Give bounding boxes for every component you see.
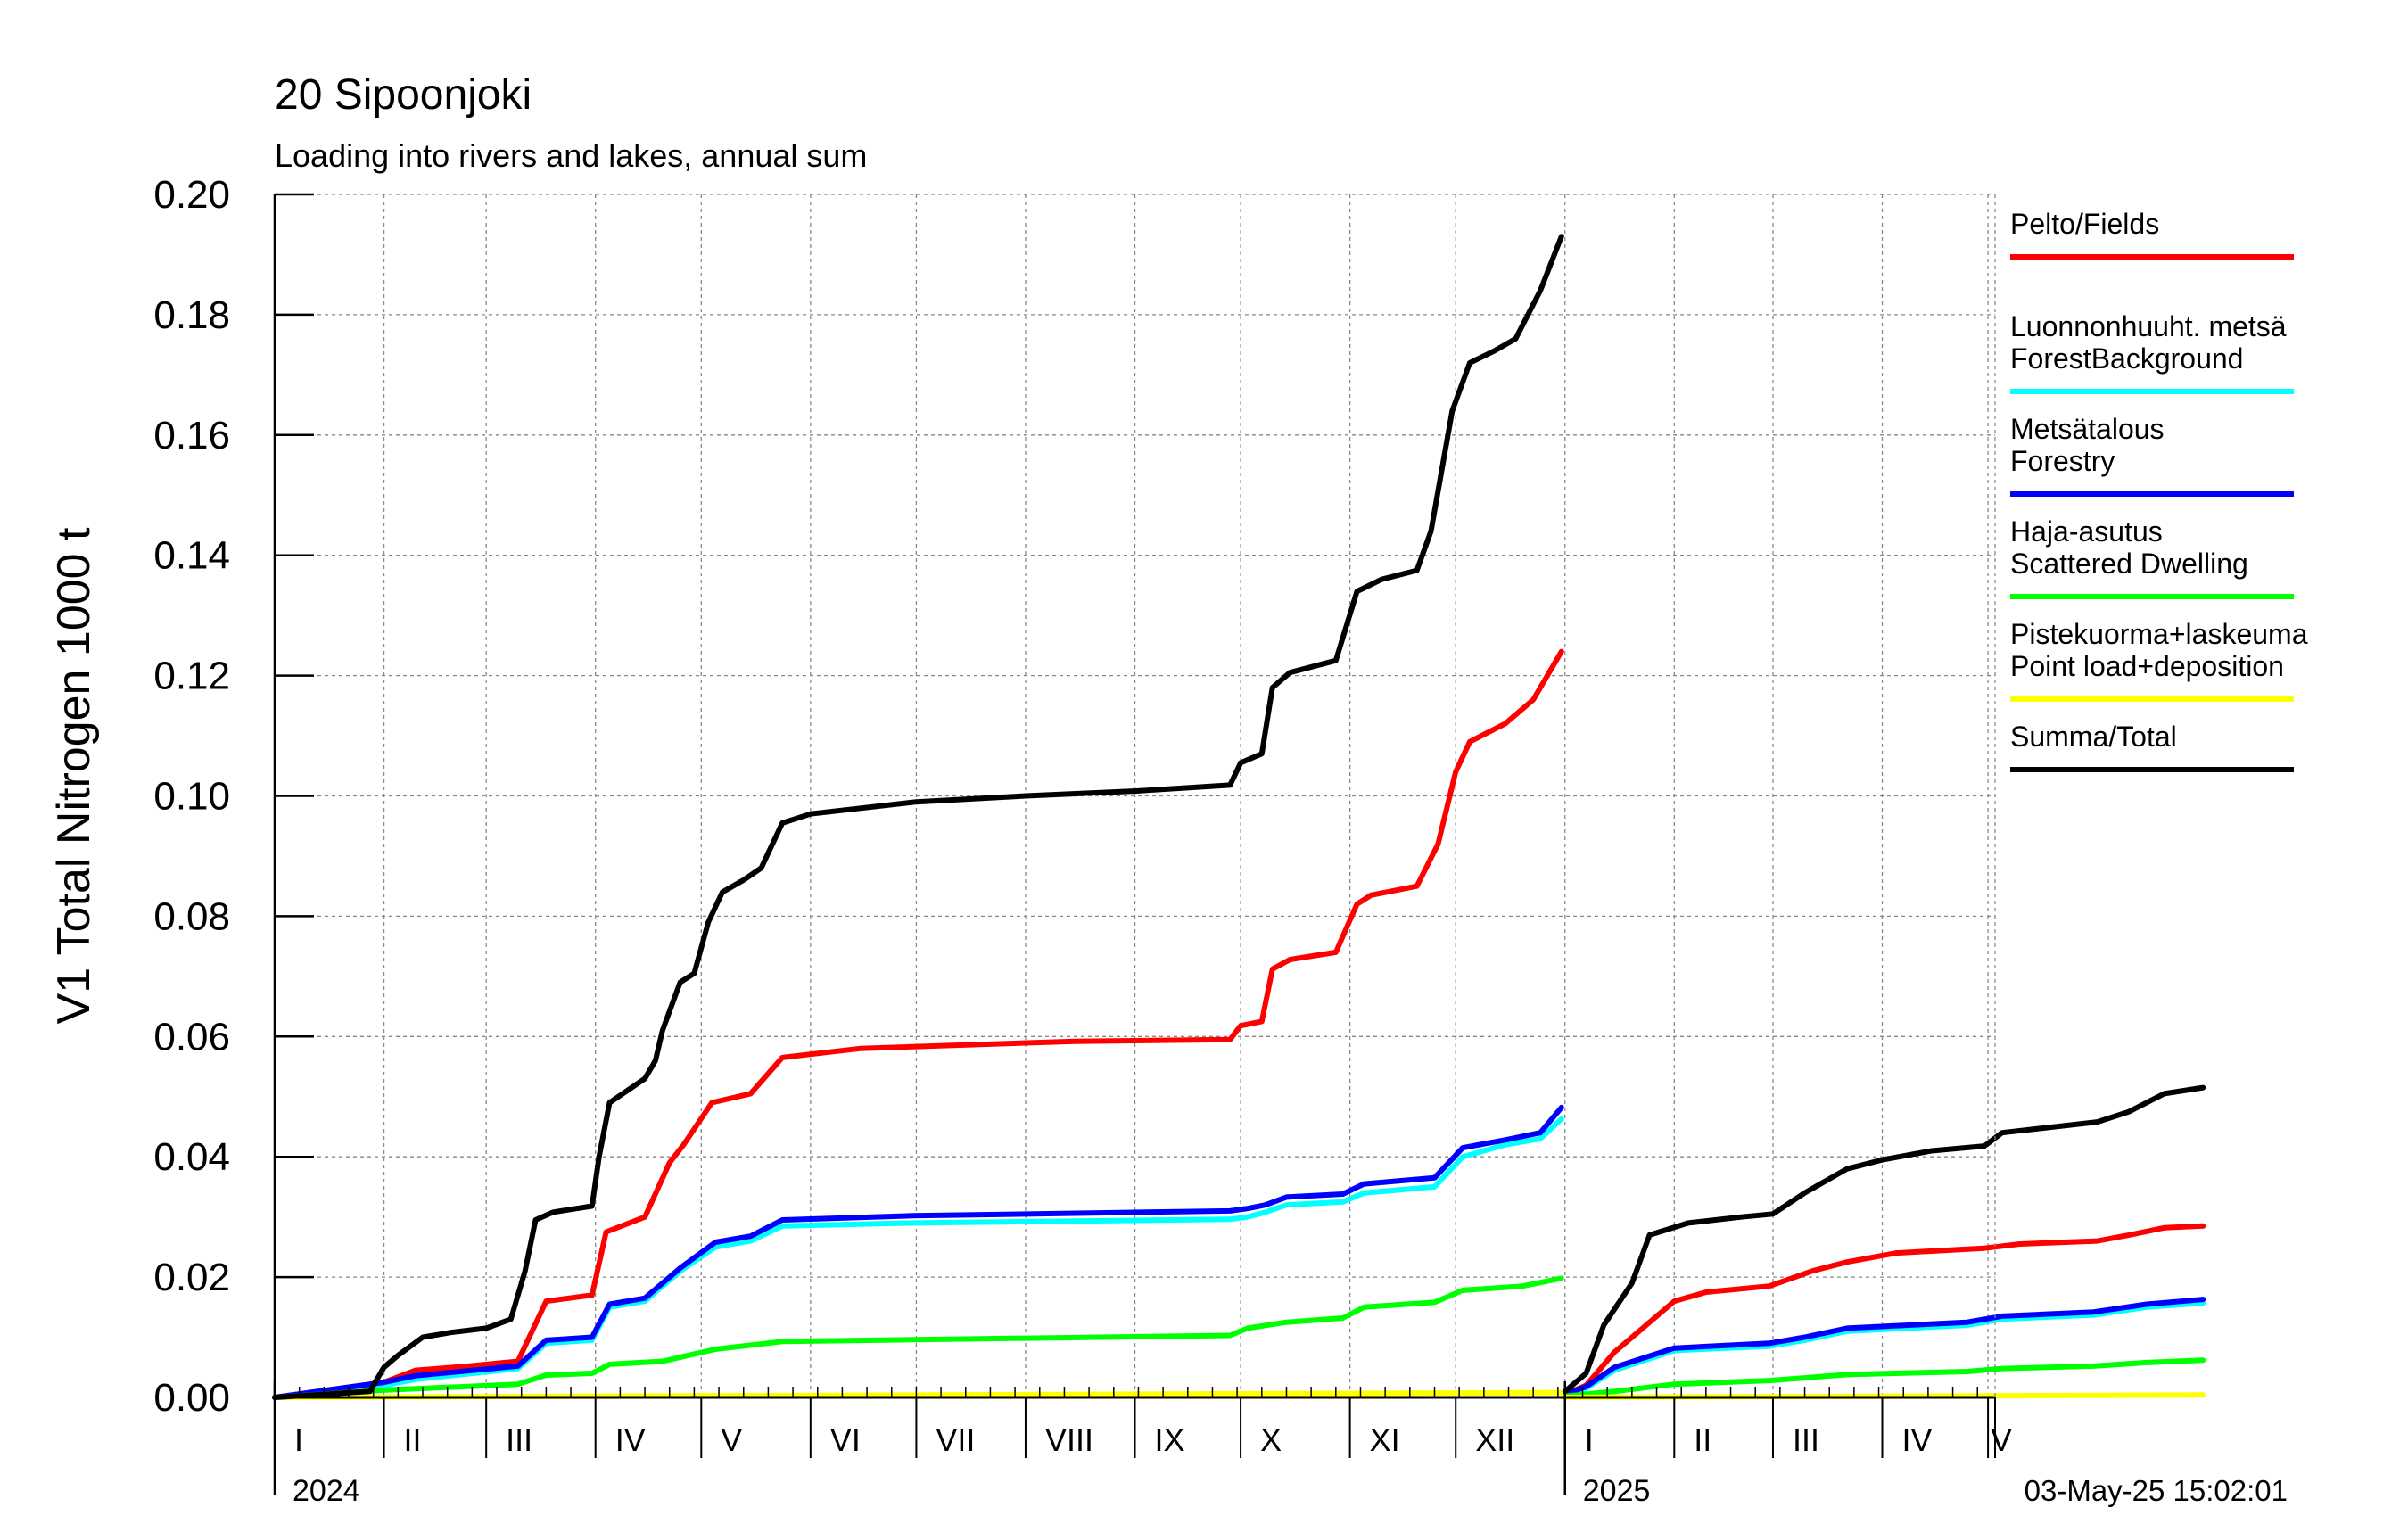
y-tick-label: 0.18 — [153, 293, 230, 337]
y-tick-label: 0.16 — [153, 414, 230, 457]
y-tick-label: 0.00 — [153, 1376, 230, 1420]
x-month-label: III — [1793, 1421, 1819, 1458]
x-month-label: V — [1991, 1421, 2012, 1458]
series-line — [1562, 1357, 2206, 1399]
x-month-label: IV — [1902, 1421, 1933, 1458]
series-line — [272, 1104, 1564, 1400]
legend-label: Haja-asutus — [2010, 515, 2163, 548]
series-line — [272, 1275, 1564, 1400]
x-month-label: I — [294, 1421, 303, 1458]
y-tick-label: 0.08 — [153, 894, 230, 938]
series-line — [272, 234, 1564, 1400]
series-line — [272, 648, 1564, 1400]
tick-labels: 0.00 0.02 0.04 0.06 0.08 0.10 0.12 0.14 0.16 0.18… — [153, 173, 2012, 1508]
legend-label: Luonnonhuuht. metsä — [2010, 310, 2287, 342]
legend-item: Pelto/Fields — [2010, 208, 2294, 260]
y-tick-label: 0.06 — [153, 1015, 230, 1059]
x-month-label: II — [1694, 1421, 1711, 1458]
x-month-label: IX — [1155, 1421, 1185, 1458]
series-line — [1562, 1223, 2206, 1397]
chart-title: 20 Sipoonjoki — [275, 71, 532, 119]
x-month-label: X — [1260, 1421, 1282, 1458]
x-month-label: I — [1585, 1421, 1594, 1458]
timestamp: 03-May-25 15:02:01 — [2025, 1474, 2288, 1507]
y-tick-label: 0.14 — [153, 534, 230, 578]
x-month-label: XI — [1370, 1421, 1400, 1458]
legend-label: Metsätalous — [2010, 413, 2165, 445]
y-tick-label: 0.02 — [153, 1256, 230, 1299]
grid — [275, 194, 1995, 1397]
legend: Pelto/Fields Luonnonhuuht. metsäForestBac… — [2010, 208, 2308, 772]
x-month-label: IV — [615, 1421, 646, 1458]
y-tick-label: 0.04 — [153, 1135, 230, 1179]
x-month-label: II — [404, 1421, 422, 1458]
y-tick-label: 0.10 — [153, 775, 230, 819]
x-year-label: 2025 — [1583, 1474, 1651, 1508]
legend-item: Summa/Total — [2010, 721, 2294, 772]
x-year-label: 2024 — [293, 1474, 360, 1508]
legend-label: Pistekuorma+laskeuma — [2010, 618, 2308, 650]
legend-label: ForestBackground — [2010, 342, 2243, 375]
x-month-label: VI — [830, 1421, 861, 1458]
x-month-label: III — [506, 1421, 532, 1458]
x-month-label: V — [721, 1421, 742, 1458]
x-month-label: VII — [936, 1421, 975, 1458]
legend-label: Forestry — [2010, 445, 2115, 477]
legend-label: Summa/Total — [2010, 721, 2177, 753]
y-tick-label: 0.20 — [153, 173, 230, 217]
y-tick-label: 0.12 — [153, 655, 230, 698]
axes — [273, 193, 1996, 1495]
y-axis-label: V1 Total Nitrogen 1000 t — [48, 527, 100, 1025]
series-line — [1562, 1084, 2206, 1395]
x-month-label: XII — [1475, 1421, 1514, 1458]
x-month-label: VIII — [1045, 1421, 1093, 1458]
chart-subtitle: Loading into rivers and lakes, annual su… — [275, 137, 867, 174]
series-line — [1562, 1297, 2206, 1397]
legend-label: Point load+deposition — [2010, 650, 2284, 682]
legend-label: Pelto/Fields — [2010, 208, 2159, 240]
legend-label: Scattered Dwelling — [2010, 548, 2248, 580]
